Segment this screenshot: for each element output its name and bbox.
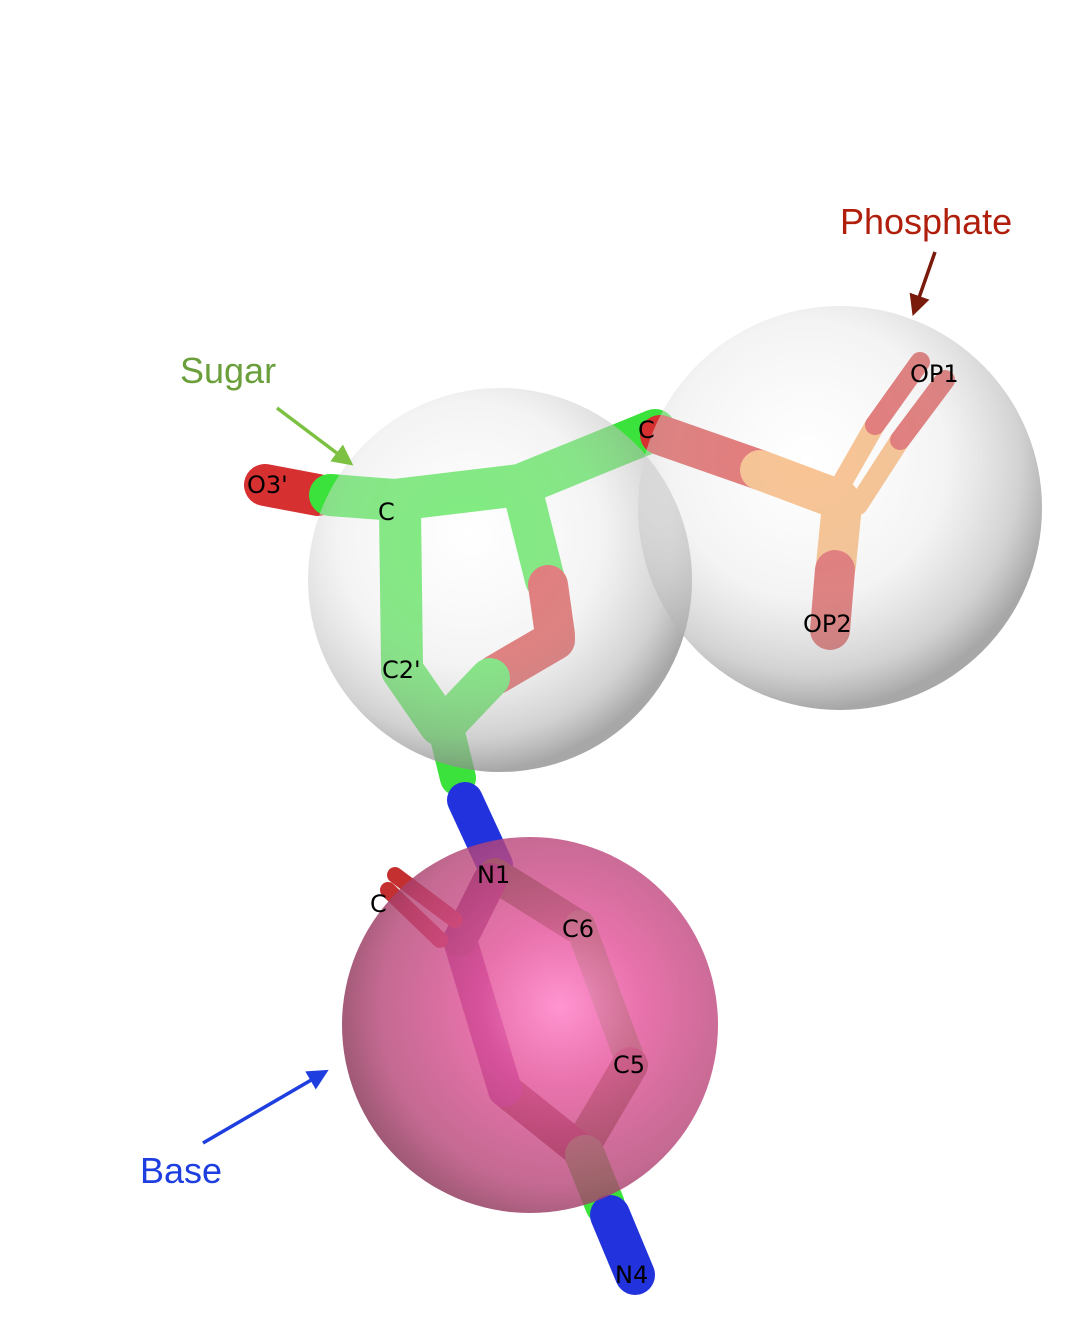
atom-label-c3p: C <box>378 498 395 526</box>
sugar-arrow <box>275 406 354 466</box>
atom-label-op2: OP2 <box>803 610 852 638</box>
bond-c4-n4-blue <box>590 1195 655 1295</box>
atom-label-n4: N4 <box>615 1261 648 1289</box>
atom-label-n1: N1 <box>477 861 510 889</box>
base-annotation: Base <box>140 1150 222 1191</box>
sugar-annotation: Sugar <box>180 350 276 391</box>
atom-label-c6: C6 <box>562 915 594 943</box>
atom-label-c2p: C2' <box>382 656 421 684</box>
phosphate-arrow <box>909 251 937 316</box>
base-arrow <box>202 1069 329 1145</box>
phosphate-annotation: Phosphate <box>840 201 1012 242</box>
atom-label-o3p: O3' <box>247 471 288 499</box>
atom-label-c5: C5 <box>613 1051 645 1079</box>
base-sphere <box>342 837 718 1213</box>
phosphate-sphere <box>638 306 1042 710</box>
sugar-sphere <box>308 388 692 772</box>
atom-label-c5p: C <box>638 416 655 444</box>
atom-label-o2: C <box>370 890 387 918</box>
atom-label-op1: OP1 <box>910 360 959 388</box>
